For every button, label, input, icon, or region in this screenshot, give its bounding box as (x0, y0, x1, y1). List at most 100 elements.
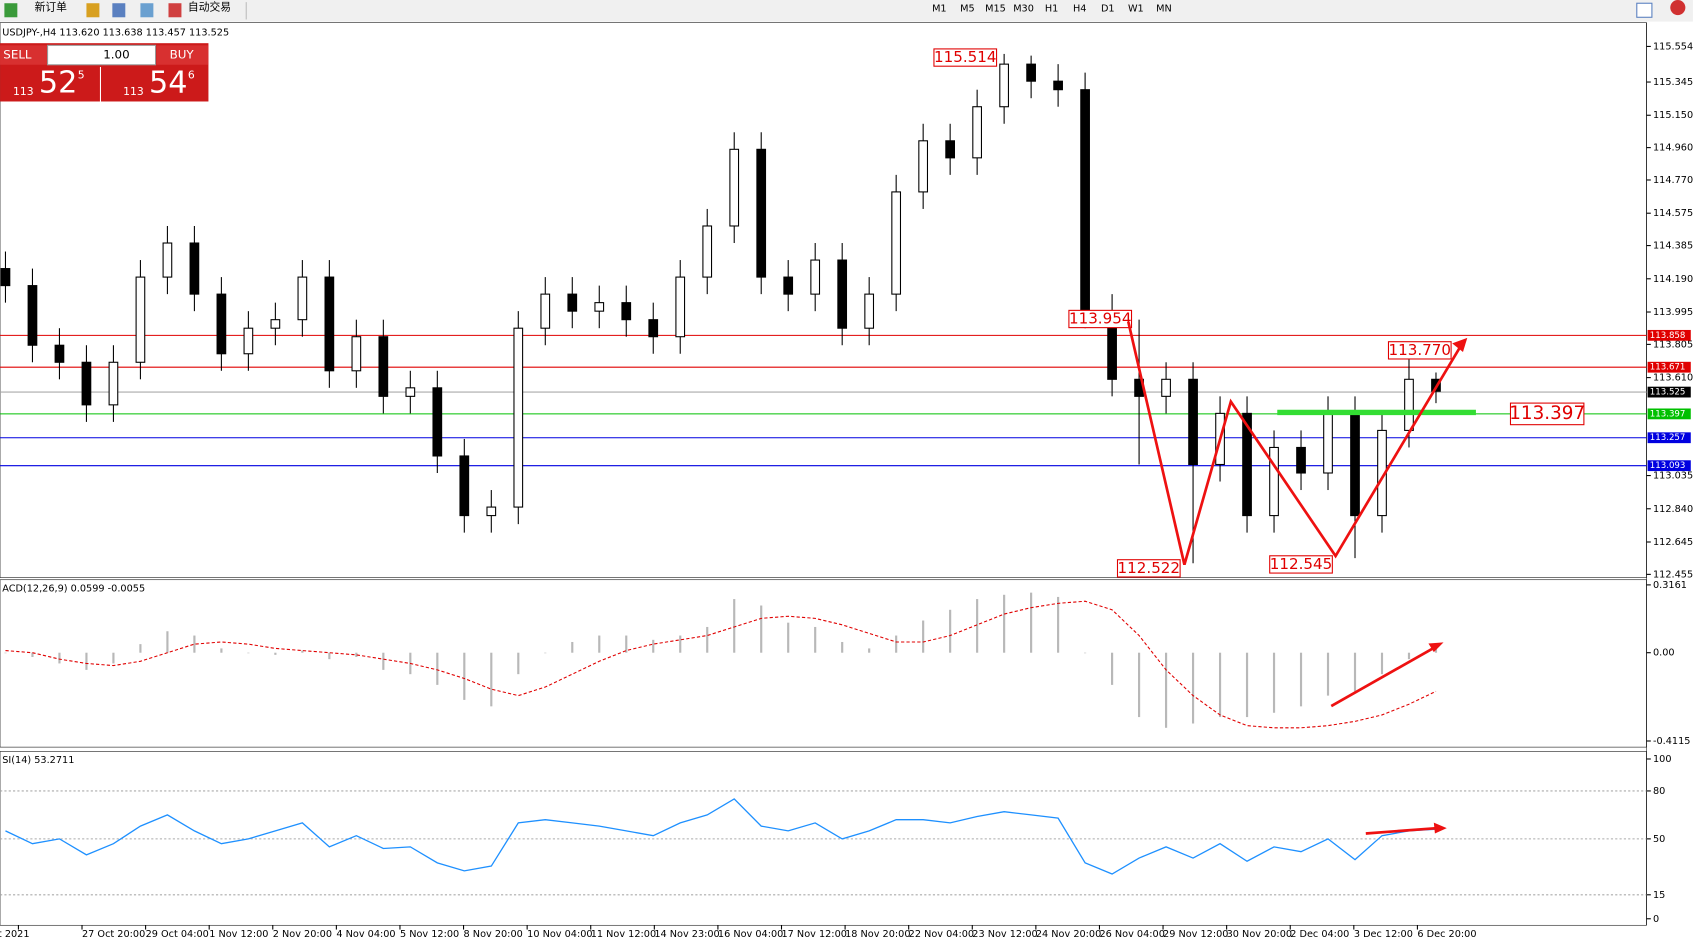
x-tick-label: 18 Nov 20:00 (845, 929, 910, 940)
level-tag (1647, 460, 1691, 472)
macd-bar (1164, 652, 1168, 728)
y-tick-label: 113.805 (1653, 339, 1693, 350)
annotation-box (1116, 559, 1181, 578)
y-tick-label: 115.345 (1653, 77, 1693, 88)
candle-body (1080, 89, 1090, 312)
candle-body (351, 336, 362, 372)
buy[interactable]: BUY (170, 48, 195, 62)
timeframe[interactable]: M30 (1013, 4, 1034, 15)
candle-body (1053, 80, 1063, 91)
annotation: 112.522 (1118, 559, 1180, 577)
candle-body (1323, 412, 1333, 474)
candle-body (108, 361, 119, 406)
macd-bar (949, 609, 952, 653)
candle-body (945, 140, 956, 159)
macd-bar (652, 639, 655, 653)
buy-button[interactable] (156, 45, 209, 65)
x-tick-label: 24 Nov 20:00 (1036, 929, 1101, 940)
alerts[interactable] (1670, 0, 1686, 16)
candle-body (594, 302, 605, 312)
macd-bar (1218, 652, 1222, 718)
rsi-panel (0, 751, 1647, 926)
toolbar-icon[interactable] (112, 3, 126, 18)
sell-main[interactable]: 52 (39, 66, 77, 101)
toolbar-icon[interactable] (140, 3, 154, 18)
timeframe[interactable]: W1 (1128, 4, 1144, 15)
level-tag (1647, 329, 1691, 341)
macd-bar (733, 599, 736, 653)
toolbar-icon[interactable] (86, 3, 100, 18)
sell-small[interactable]: 5 (78, 69, 85, 82)
x-tick-label: 29 Nov 12:00 (1163, 929, 1228, 940)
macd-bar (4, 652, 7, 654)
sell[interactable]: SELL (3, 48, 32, 62)
buy-main[interactable]: 54 (149, 66, 187, 101)
buy-small[interactable]: 6 (188, 69, 195, 82)
chart-title: USDJPY-,H4 113.620 113.638 113.457 113.5… (2, 27, 229, 38)
y-tick-label: 113.035 (1653, 471, 1693, 482)
timeframe[interactable]: M5 (960, 4, 975, 15)
macd-bar (85, 652, 88, 670)
timeframe[interactable]: M15 (985, 4, 1006, 15)
candle-body (162, 242, 173, 278)
timeframe[interactable]: MN (1156, 4, 1172, 15)
toolbar-buttons: 新订单 自动交易 (4, 0, 1686, 20)
macd-bar (31, 652, 34, 657)
arrow-head (1452, 337, 1468, 352)
candle-body (1242, 412, 1252, 517)
y-tick-label: 114.190 (1653, 274, 1693, 285)
candle-body (1269, 446, 1279, 517)
timeframe[interactable]: H4 (1073, 4, 1086, 15)
new-order[interactable]: 新订单 (35, 1, 68, 14)
sell-big[interactable]: 113 (13, 85, 34, 98)
macd-bar (1191, 652, 1195, 724)
annotation-box (1509, 402, 1585, 426)
macd-panel (0, 579, 1647, 748)
candle-body (0, 268, 11, 287)
macd-bar (139, 644, 142, 653)
y-tick-label: 80 (1653, 786, 1665, 797)
timeframe[interactable]: M1 (932, 4, 947, 15)
timeframe[interactable]: H1 (1045, 4, 1058, 15)
x-tick-label: 26 Nov 04:00 (1099, 929, 1164, 940)
macd-bar (814, 626, 817, 653)
candle-body (513, 327, 524, 508)
buy-big[interactable]: 113 (123, 85, 144, 98)
annotation: 115.514 (934, 48, 996, 66)
timeframe[interactable]: D1 (1101, 4, 1115, 15)
sell-button[interactable] (0, 45, 48, 65)
y-tick-label: 114.575 (1653, 208, 1693, 219)
search[interactable] (1636, 2, 1653, 18)
annotation: 113.770 (1389, 341, 1451, 359)
macd-bar (247, 652, 250, 654)
annotation-box (933, 48, 998, 67)
rsi-title: SI(14) 53.2711 (2, 755, 74, 766)
new-order-icon[interactable] (4, 3, 18, 18)
candle-body (918, 140, 929, 193)
candle-body (567, 293, 578, 312)
level-tag (1647, 386, 1691, 398)
lots[interactable]: 1.00 (103, 48, 129, 62)
candle-body (1026, 63, 1036, 82)
macd-bar (1434, 648, 1438, 653)
candle-body (864, 293, 875, 329)
macd-bar (1111, 652, 1114, 685)
candle-body (756, 148, 767, 278)
candle-body (189, 242, 200, 295)
macd-bar (895, 635, 898, 653)
y-tick-label: 50 (1653, 834, 1665, 845)
candle-body (432, 387, 443, 457)
macd-bar (1353, 652, 1357, 692)
auto-trading-icon[interactable] (168, 3, 182, 18)
level-tag (1647, 432, 1691, 444)
rsi-line (5, 798, 1437, 875)
candle-body (54, 344, 65, 363)
chart-content: 115.554 115.345 115.150 114.960 114.770 114.5… (0, 41, 1693, 939)
x-tick-label: 23 Nov 12:00 (972, 929, 1037, 940)
auto-trading[interactable]: 自动交易 (188, 1, 231, 14)
candle-body (1161, 378, 1171, 397)
macd-bar (868, 648, 871, 653)
lots-input[interactable] (47, 44, 157, 66)
